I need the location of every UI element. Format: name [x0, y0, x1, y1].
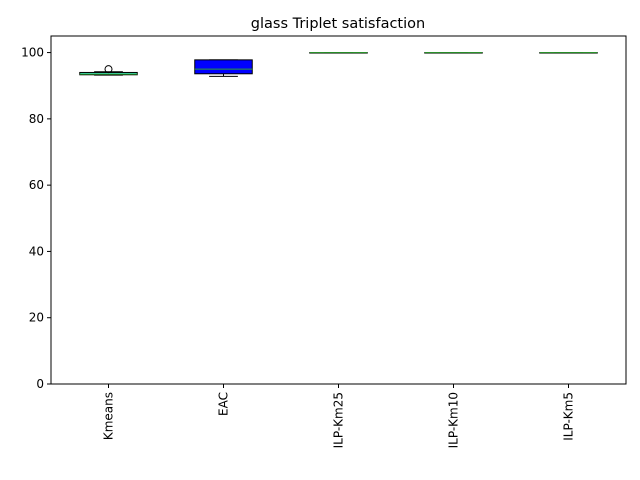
y-tick-label: 100 — [21, 46, 44, 60]
y-tick-label: 60 — [29, 178, 44, 192]
box-group — [424, 52, 483, 54]
x-tick-label: ILP-Km5 — [562, 392, 576, 441]
y-axis: 0 20 40 60 80 100 — [21, 46, 51, 391]
x-axis: Kmeans EAC ILP-Km25 ILP-Km10 ILP-Km5 — [102, 384, 576, 448]
outlier-point — [104, 65, 113, 74]
box-group — [79, 65, 138, 76]
box-group — [539, 52, 598, 54]
x-tick-label: ILP-Km25 — [332, 392, 346, 448]
y-tick-label: 80 — [29, 112, 44, 126]
box-body — [194, 59, 253, 75]
plot-area — [79, 52, 598, 77]
x-tick-label: EAC — [217, 392, 231, 416]
chart-title: glass Triplet satisfaction — [251, 16, 425, 32]
y-tick-label: 0 — [36, 377, 44, 391]
y-tick-label: 40 — [29, 244, 44, 258]
x-tick-label: ILP-Km10 — [447, 392, 461, 448]
box-group — [194, 59, 253, 77]
box-group — [309, 52, 368, 54]
x-tick-label: Kmeans — [102, 392, 116, 440]
y-tick-label: 20 — [29, 311, 44, 325]
